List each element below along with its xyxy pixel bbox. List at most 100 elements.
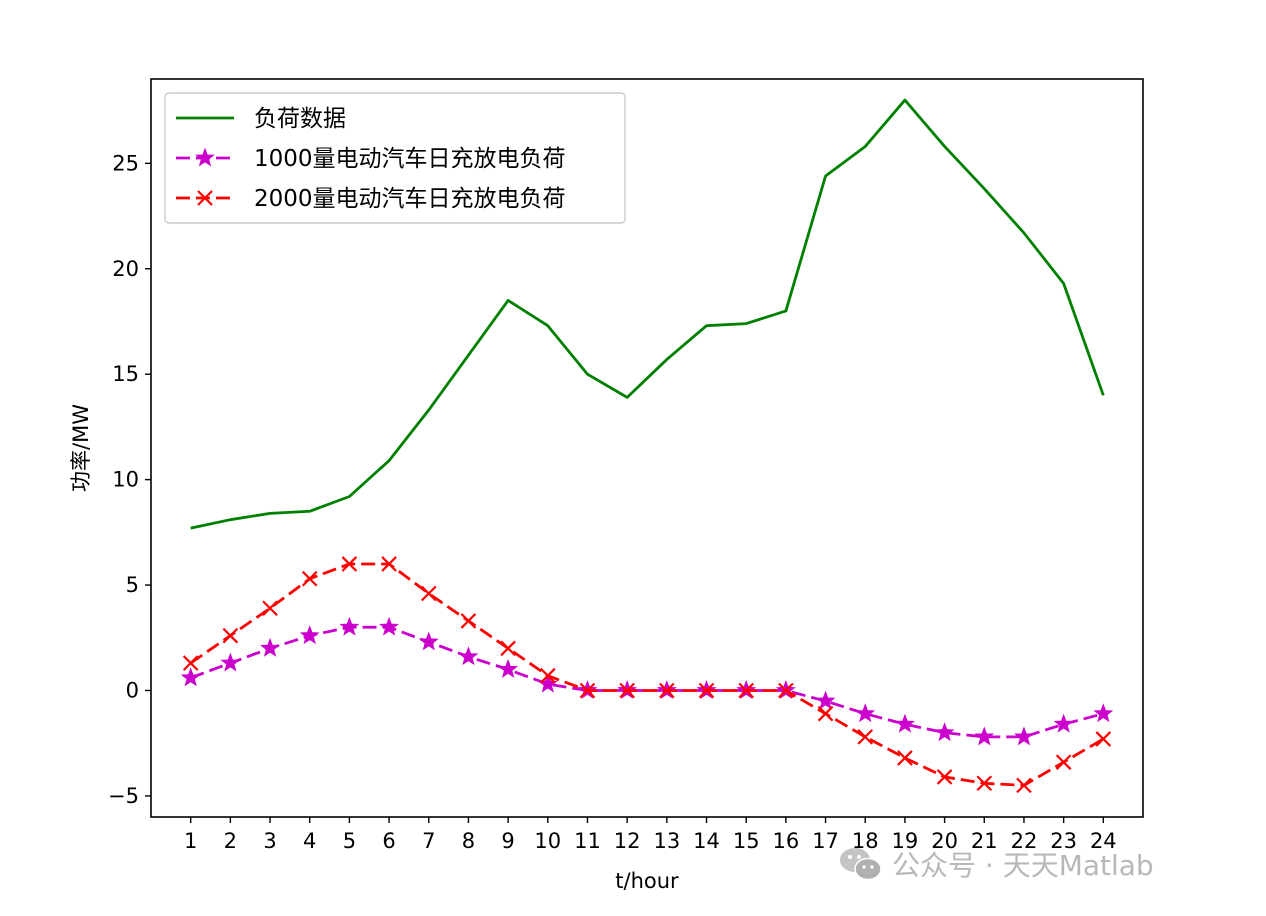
data-point-stroke — [341, 556, 358, 572]
data-point — [738, 682, 754, 699]
x-tick-label: 19 — [892, 829, 919, 853]
x-tick-label: 3 — [263, 829, 276, 853]
y-axis-label: 功率/MW — [69, 404, 93, 492]
x-tick-label: 2 — [224, 829, 237, 853]
data-point — [182, 655, 199, 671]
x-tick-label: 16 — [773, 829, 800, 853]
data-point — [220, 652, 241, 672]
data-point — [857, 729, 874, 745]
x-tick-label: 6 — [382, 829, 395, 853]
data-point-stroke — [222, 627, 239, 644]
data-point — [934, 722, 955, 742]
legend-label: 1000量电动汽车日充放电负荷 — [254, 146, 566, 172]
data-point — [1014, 726, 1034, 746]
data-point-stroke — [579, 682, 596, 699]
x-tick-label: 23 — [1050, 829, 1077, 853]
series-1 — [190, 98, 1105, 530]
x-axis: 1 2 3 4 5 6 7 8 9 10 11 12 13 14 15 16 17 18 19 20 21 22 23 24 — [184, 817, 1117, 853]
series-layer — [180, 98, 1114, 794]
data-point — [498, 658, 519, 678]
data-point — [895, 713, 915, 733]
data-point-stroke — [738, 682, 754, 699]
data-point-stroke — [182, 655, 199, 671]
data-point — [778, 682, 794, 699]
data-point — [855, 703, 876, 723]
series-line — [189, 562, 1105, 787]
y-axis: −5 0 5 10 15 20 25 — [108, 151, 151, 808]
data-point — [339, 616, 360, 636]
data-point — [195, 147, 215, 167]
data-point-stroke — [197, 190, 213, 206]
legend-entry: 负荷数据 — [176, 106, 346, 132]
data-point-stroke — [857, 729, 874, 745]
x-tick-label: 21 — [971, 829, 998, 853]
data-point — [815, 690, 836, 710]
data-point — [817, 705, 834, 722]
x-tick-label: 4 — [303, 829, 316, 853]
x-tick-label: 1 — [184, 829, 197, 853]
data-point — [1055, 754, 1072, 770]
x-tick-label: 22 — [1011, 829, 1038, 853]
x-tick-label: 9 — [501, 829, 514, 853]
x-tick-label: 11 — [574, 829, 601, 853]
data-point-stroke — [420, 585, 437, 602]
x-tick-label: 10 — [534, 829, 561, 853]
data-point-stroke — [659, 682, 675, 699]
data-point — [936, 769, 953, 785]
data-point — [974, 726, 995, 746]
data-point-stroke — [1016, 777, 1032, 794]
legend-entry: 1000量电动汽车日充放电负荷 — [176, 146, 566, 172]
data-point — [418, 631, 439, 651]
data-point-stroke — [301, 570, 318, 587]
watermark: 公众号 · 天天Matlab — [838, 842, 1154, 886]
x-tick-label: 13 — [653, 829, 680, 853]
x-tick-label: 7 — [422, 829, 435, 853]
legend-label: 2000量电动汽车日充放电负荷 — [254, 186, 566, 212]
y-tick-label: 5 — [126, 573, 139, 597]
data-point-stroke — [936, 769, 953, 785]
x-tick-label: 8 — [462, 829, 475, 853]
x-tick-label: 24 — [1090, 829, 1117, 853]
data-point — [976, 775, 993, 792]
data-point — [420, 585, 437, 602]
data-point-stroke — [976, 775, 993, 792]
y-tick-label: −5 — [108, 784, 139, 808]
plot-frame — [150, 78, 1144, 818]
y-tick-label: 20 — [112, 257, 139, 281]
x-axis-label: t/hour — [615, 869, 679, 893]
data-point — [540, 667, 556, 684]
data-point-stroke — [817, 705, 834, 722]
data-point — [262, 600, 278, 617]
data-point — [659, 682, 675, 699]
data-point — [222, 627, 239, 644]
data-point — [301, 570, 318, 587]
data-point-stroke — [460, 613, 477, 629]
legend-box — [164, 92, 626, 224]
data-point — [500, 640, 516, 657]
series-line — [190, 98, 1105, 530]
wechat-icon — [840, 848, 882, 881]
data-point — [619, 682, 635, 699]
data-point — [197, 190, 213, 206]
data-point — [180, 667, 201, 687]
y-tick-label: 10 — [112, 468, 139, 492]
data-point — [579, 682, 596, 699]
y-tick-label: 15 — [112, 362, 139, 386]
data-point — [299, 625, 320, 645]
data-point — [897, 750, 913, 766]
watermark-text: 公众号 · 天天Matlab — [892, 849, 1154, 882]
data-point-stroke — [1055, 754, 1072, 770]
data-point — [458, 646, 479, 666]
x-tick-label: 5 — [343, 829, 356, 853]
data-point-stroke — [619, 682, 635, 699]
y-tick-label: 0 — [126, 678, 139, 702]
data-point-stroke — [381, 556, 397, 572]
data-point-stroke — [698, 682, 715, 699]
data-point — [260, 637, 280, 657]
legend-label: 负荷数据 — [254, 106, 346, 132]
data-point-stroke — [897, 750, 913, 766]
data-point — [460, 613, 477, 629]
x-tick-label: 12 — [614, 829, 641, 853]
data-point-stroke — [540, 667, 556, 684]
